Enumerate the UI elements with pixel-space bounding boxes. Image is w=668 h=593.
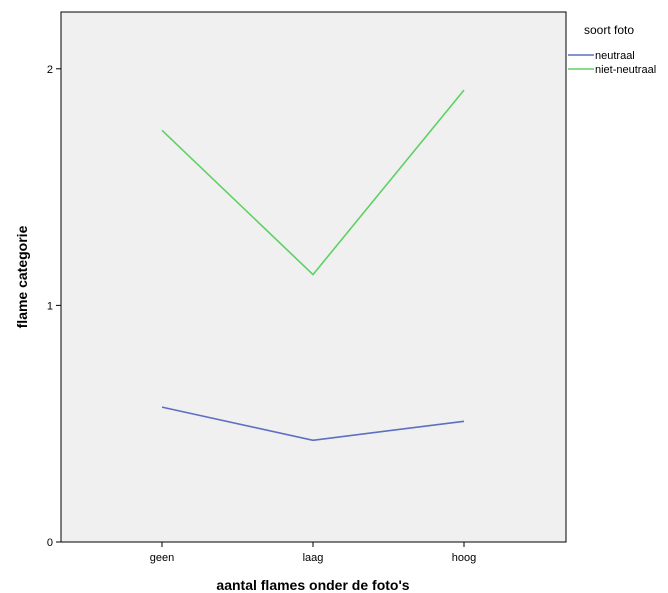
legend-label-neutraal: neutraal: [595, 50, 635, 62]
series-lines: [161, 89, 465, 442]
x-tick-label-hoog: hoog: [452, 552, 476, 564]
x-axis-title: aantal flames onder de foto's: [216, 577, 409, 593]
x-tick-label-geen: geen: [150, 552, 174, 564]
plot-area: [60, 11, 567, 543]
y-axis-title: flame categorie: [14, 225, 30, 328]
series-line-neutraal: [161, 406, 465, 442]
y-tick-label: 2: [47, 64, 53, 76]
legend-title: soort foto: [584, 23, 634, 37]
y-tick-label: 1: [47, 300, 53, 312]
x-tick-label-laag: laag: [303, 552, 324, 564]
y-tick-label: 0: [47, 537, 53, 549]
legend-label-niet-neutraal: niet-neutraal: [595, 64, 656, 76]
legend: soort foto neutraal niet-neutraal: [568, 23, 656, 76]
x-axis-ticks: geen laag hoog: [150, 542, 476, 564]
series-line-niet-neutraal: [161, 89, 465, 276]
y-axis-ticks: 0 1 2: [47, 64, 61, 549]
